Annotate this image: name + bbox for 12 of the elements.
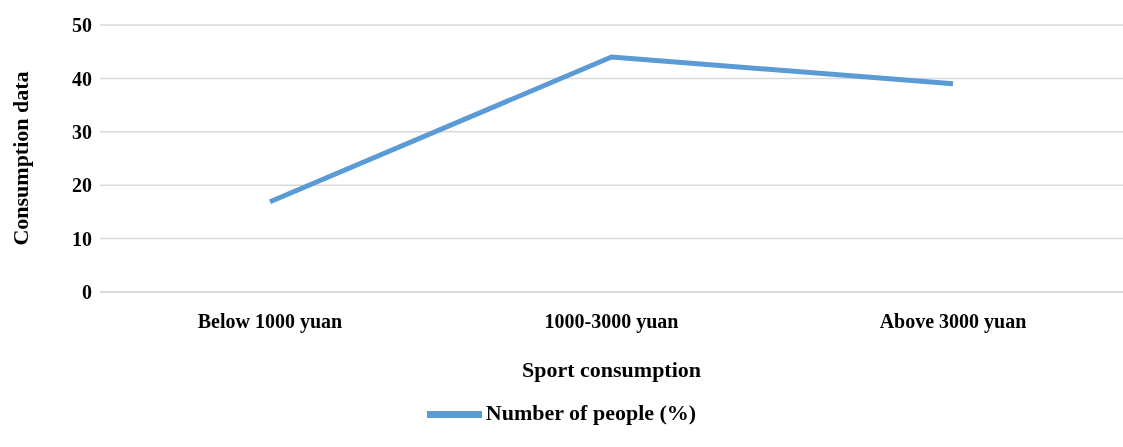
- y-tick-label: 20: [72, 174, 92, 197]
- x-tick-label: Above 3000 yuan: [879, 310, 1027, 334]
- y-tick-label: 40: [72, 67, 92, 90]
- y-tick-label: 30: [72, 120, 92, 143]
- x-tick-label: Below 1000 yuan: [197, 310, 343, 334]
- x-axis-title: Sport consumption: [521, 357, 702, 382]
- y-axis-title: Consumption data: [7, 71, 33, 246]
- y-tick-label: 10: [72, 227, 92, 250]
- y-tick-label: 50: [72, 14, 92, 37]
- y-tick-label: 0: [82, 281, 92, 304]
- legend-label: Number of people (%): [485, 399, 697, 425]
- x-tick-label: 1000-3000 yuan: [544, 310, 679, 334]
